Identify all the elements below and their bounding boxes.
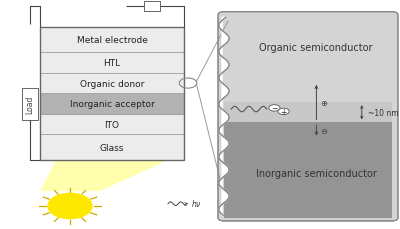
Circle shape [278, 109, 289, 115]
Bar [40, 27, 184, 160]
Text: ⊖: ⊖ [320, 126, 328, 135]
Text: hν: hν [192, 199, 201, 208]
Bar [40, 94, 184, 114]
Bar [40, 135, 184, 160]
Text: Glass: Glass [100, 143, 124, 152]
Text: Organic donor: Organic donor [80, 79, 144, 88]
Bar [22, 88, 38, 120]
Text: Inorganic acceptor: Inorganic acceptor [70, 100, 154, 109]
Bar [40, 114, 184, 135]
Text: Metal electrode: Metal electrode [76, 36, 148, 45]
Text: Load: Load [26, 95, 34, 114]
Text: +: + [280, 107, 287, 116]
Polygon shape [40, 160, 168, 191]
FancyBboxPatch shape [218, 13, 398, 221]
Bar [40, 27, 184, 53]
Text: ~10 nm: ~10 nm [368, 108, 398, 117]
Text: Organic semiconductor: Organic semiconductor [259, 43, 373, 53]
Text: Inorganic semiconductor: Inorganic semiconductor [256, 168, 376, 178]
Text: ⊕: ⊕ [320, 98, 328, 107]
Bar [40, 53, 184, 74]
Polygon shape [224, 123, 392, 218]
Polygon shape [219, 18, 229, 215]
Bar [224, 103, 392, 123]
Bar [40, 74, 184, 94]
Text: HTL: HTL [104, 59, 120, 68]
Text: −: − [271, 104, 278, 113]
Circle shape [269, 105, 280, 112]
Bar [144, 2, 160, 11]
Circle shape [48, 194, 92, 219]
Text: ITO: ITO [104, 120, 120, 129]
